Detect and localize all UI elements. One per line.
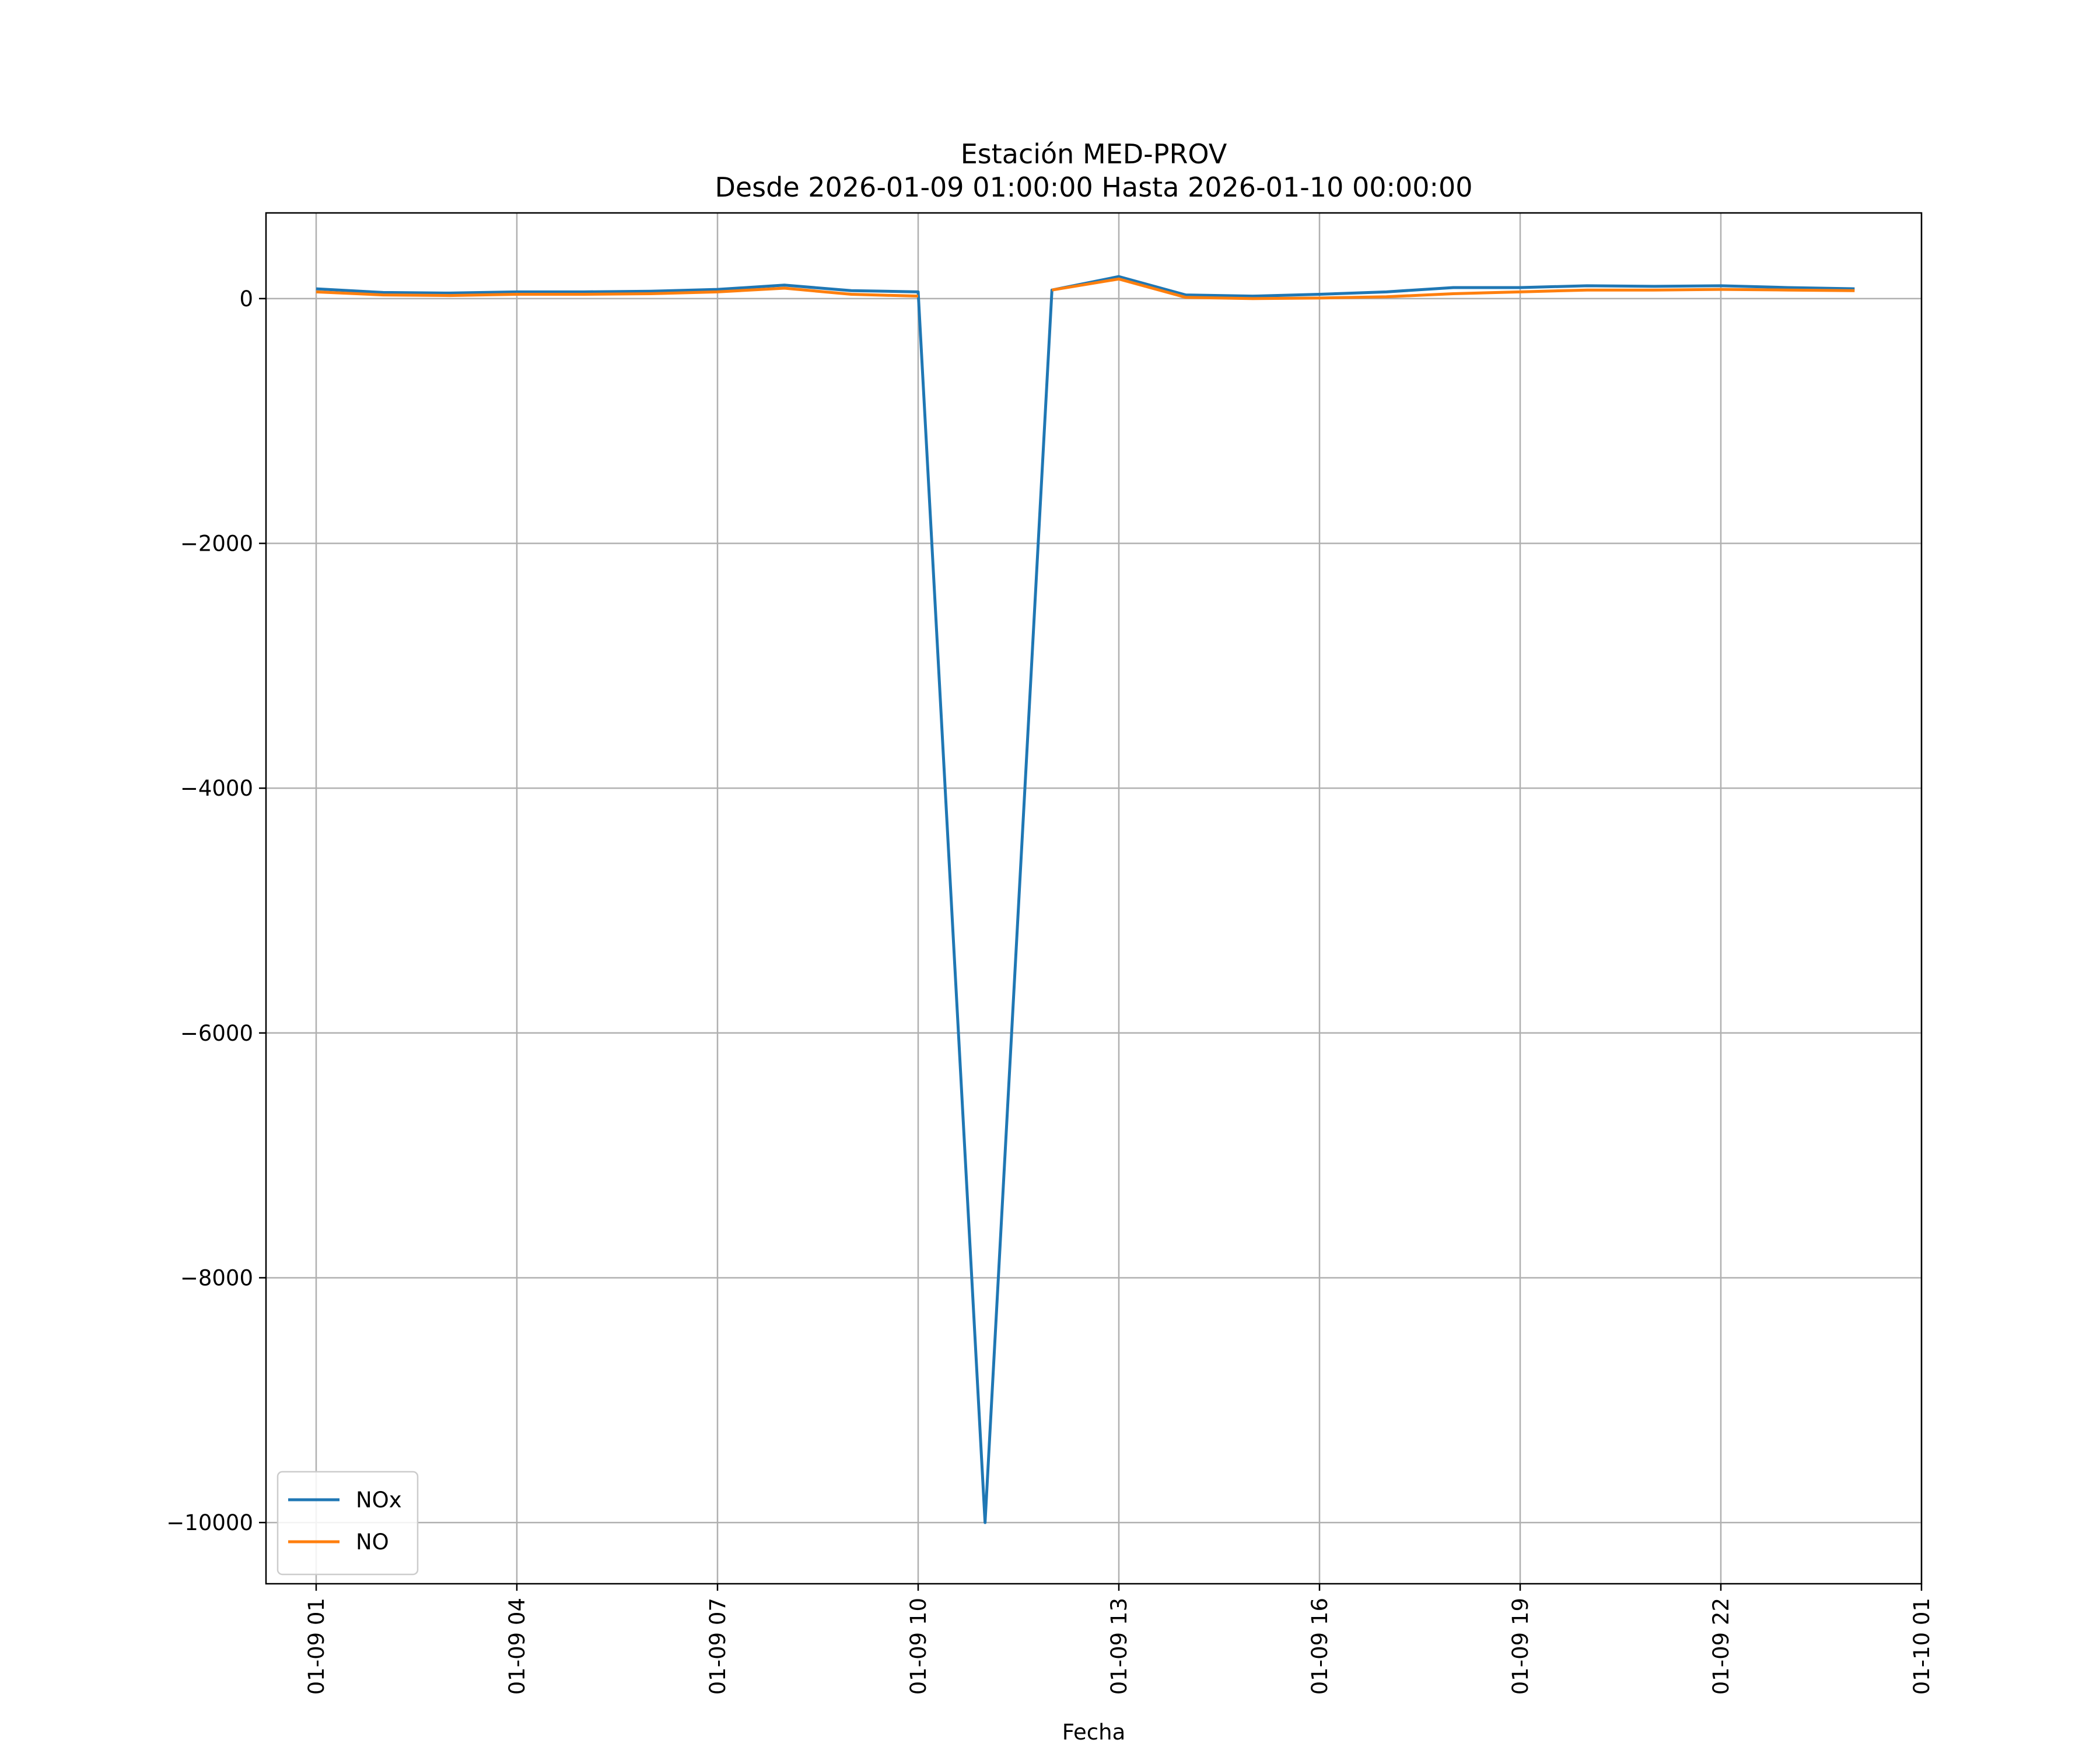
x-tick-label: 01-09 22 <box>1709 1598 1734 1695</box>
y-tick-label: −4000 <box>180 776 253 801</box>
y-tick-label: 0 <box>239 286 253 312</box>
x-tick-label: 01-09 13 <box>1107 1598 1132 1695</box>
chart-subtitle: Desde 2026-01-09 01:00:00 Hasta 2026-01-… <box>715 172 1472 203</box>
x-axis-label: Fecha <box>1062 1720 1126 1745</box>
plot-frame <box>265 212 1923 1585</box>
y-tick-label: −6000 <box>180 1021 253 1046</box>
y-tick-label: −10000 <box>166 1510 253 1535</box>
legend-label-nox: NOx <box>356 1488 402 1513</box>
x-tick-label: 01-09 01 <box>304 1598 329 1695</box>
x-tick-label: 01-09 07 <box>705 1598 730 1695</box>
legend-label-no: NO <box>356 1530 389 1555</box>
x-tick-label: 01-09 16 <box>1307 1598 1332 1695</box>
chart-title: Estación MED-PROV <box>961 138 1227 170</box>
legend-box <box>276 1471 419 1576</box>
x-tick-label: 01-09 04 <box>505 1598 530 1695</box>
y-tick-label: −8000 <box>180 1265 253 1290</box>
axis-ticks: 01-09 01 01-09 04 01-09 07 01-09 10 01-09 13… <box>166 286 1934 1695</box>
x-tick-label: 01-10 01 <box>1909 1598 1934 1695</box>
series-line-no <box>316 277 1855 300</box>
x-tick-label: 01-09 10 <box>906 1598 931 1695</box>
x-tick-label: 01-09 19 <box>1508 1598 1533 1695</box>
legend: NOx NO <box>276 1471 419 1576</box>
y-tick-label: −2000 <box>180 531 253 556</box>
series-lines <box>316 275 1855 1524</box>
